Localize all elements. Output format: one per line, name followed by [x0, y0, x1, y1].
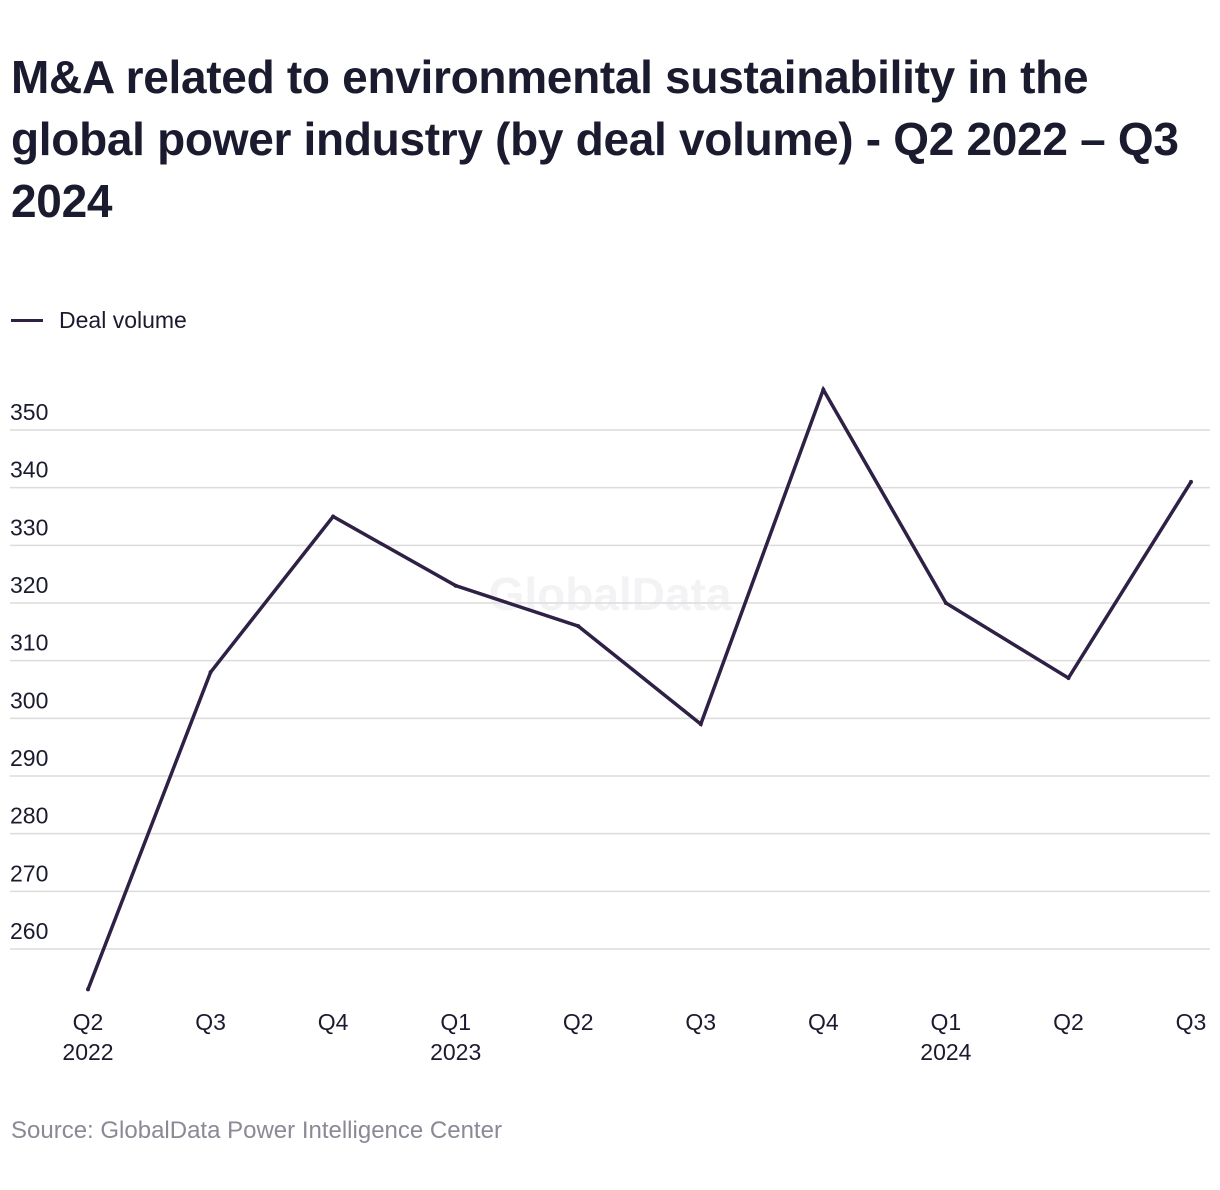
y-tick-label-260: 260	[10, 918, 48, 944]
x-tick-label-5: Q3	[685, 1009, 716, 1035]
watermark: GlobalData	[489, 568, 732, 620]
y-tick-label-310: 310	[10, 630, 48, 656]
x-tick-year-0: 2022	[62, 1039, 113, 1065]
data-point-2	[331, 514, 336, 519]
x-tick-label-4: Q2	[563, 1009, 594, 1035]
x-tick-year-7: 2024	[920, 1039, 971, 1065]
chart-title: M&A related to environmental sustainabil…	[11, 51, 1179, 227]
y-axis-ticks: 260 270 280 290 300 310 320 330 340 350	[10, 399, 48, 944]
y-tick-label-290: 290	[10, 745, 48, 771]
x-tick-label-6: Q4	[808, 1009, 839, 1035]
y-tick-label-280: 280	[10, 803, 48, 829]
data-point-9	[1189, 479, 1193, 484]
y-tick-label-340: 340	[10, 457, 48, 483]
x-tick-label-1: Q3	[195, 1009, 226, 1035]
x-tick-label-7: Q1	[931, 1009, 962, 1035]
legend-line-swatch	[11, 319, 43, 322]
x-axis-ticks: Q2 2022 Q3 Q4 Q1 2023 Q2 Q3 Q4 Q1 2024 Q2 Q3	[62, 1009, 1206, 1065]
x-tick-year-3: 2023	[430, 1039, 481, 1065]
y-tick-label-300: 300	[10, 687, 48, 713]
x-tick-label-2: Q4	[318, 1009, 349, 1035]
data-point-7	[943, 601, 948, 605]
x-tick-label-9: Q3	[1176, 1009, 1207, 1035]
y-tick-label-330: 330	[10, 514, 48, 540]
legend: Deal volume	[11, 307, 187, 334]
data-point-5	[698, 722, 703, 727]
data-point-0	[86, 987, 90, 992]
x-tick-label-0: Q2	[73, 1009, 104, 1035]
line-chart: GlobalData 260 270 280 290 300 310 320 330 340 35…	[10, 385, 1210, 1065]
gridlines	[10, 429, 1210, 950]
data-point-1	[208, 670, 213, 675]
source-note: Source: GlobalData Power Intelligence Ce…	[11, 1117, 502, 1144]
y-tick-label-320: 320	[10, 572, 48, 598]
data-point-6	[821, 387, 826, 392]
series-group	[86, 385, 1193, 992]
y-tick-label-350: 350	[10, 399, 48, 425]
x-tick-label-8: Q2	[1053, 1009, 1084, 1035]
legend-label: Deal volume	[59, 307, 187, 333]
data-point-3	[453, 583, 458, 588]
y-tick-label-270: 270	[10, 860, 48, 886]
data-point-4	[576, 624, 581, 629]
series-line-deal-volume	[86, 385, 1193, 991]
data-point-8	[1066, 675, 1071, 680]
x-tick-label-3: Q1	[440, 1009, 471, 1035]
